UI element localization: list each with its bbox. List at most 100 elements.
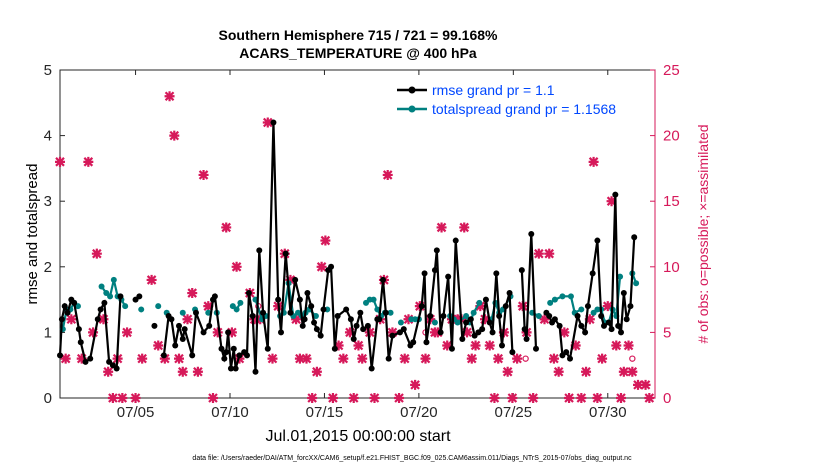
- spread-point: [98, 283, 105, 290]
- obs-assimilated-marker: [618, 366, 629, 377]
- rmse-point: [631, 234, 638, 241]
- obs-assimilated-marker: [387, 327, 398, 338]
- rmse-point: [245, 290, 252, 297]
- obs-assimilated-marker: [588, 156, 599, 167]
- obs-assimilated-marker: [174, 353, 184, 364]
- obs-assimilated-marker: [466, 353, 477, 364]
- rmse-point: [479, 326, 486, 333]
- obs-assimilated-marker: [410, 379, 421, 390]
- rmse-point: [452, 237, 459, 244]
- rmse-point: [343, 306, 350, 313]
- y-tick-label: 0: [44, 390, 52, 407]
- rmse-point: [292, 276, 299, 283]
- rmse-point: [64, 309, 71, 316]
- y2-tick-label: 10: [663, 259, 680, 276]
- rmse-point: [278, 329, 284, 336]
- obs-assimilated-marker: [442, 340, 453, 351]
- obs-assimilated-marker: [489, 393, 500, 403]
- rmse-point: [410, 339, 417, 346]
- obs-assimilated-marker: [602, 301, 613, 312]
- obs-assimilated-marker: [548, 353, 559, 364]
- obs-assimilated-marker: [533, 248, 544, 259]
- rmse-point: [627, 303, 634, 310]
- rmse-point: [467, 316, 474, 323]
- rmse-point: [221, 355, 228, 362]
- obs-assimilated-marker: [301, 353, 312, 364]
- rmse-point: [181, 326, 188, 333]
- obs-assimilated-marker: [76, 353, 87, 364]
- rmse-point: [433, 247, 440, 254]
- obs-assimilated-marker: [644, 393, 655, 403]
- spread-point: [397, 319, 404, 326]
- rmse-point: [331, 345, 338, 352]
- x-axis-label: Jul.01,2015 00:00:00 start: [265, 428, 451, 445]
- obs-assimilated-marker: [640, 379, 651, 390]
- obs-assimilated-marker: [153, 340, 164, 351]
- obs-assimilated-marker: [553, 366, 564, 377]
- obs-assimilated-marker: [475, 301, 486, 312]
- obs-assimilated-marker: [91, 248, 102, 259]
- obs-assimilated-marker: [606, 196, 617, 207]
- obs-assimilated-marker: [103, 366, 114, 377]
- obs-assimilated-marker: [544, 248, 555, 259]
- y2-tick-label: 20: [663, 128, 680, 145]
- spread-point: [387, 309, 394, 316]
- rmse-point: [117, 293, 124, 300]
- obs-assimilated-marker: [559, 327, 570, 338]
- obs-assimilated-marker: [226, 327, 237, 338]
- rmse-point: [493, 270, 500, 277]
- rmse-point: [431, 267, 438, 274]
- obs-assimilated-marker: [146, 274, 157, 285]
- obs-assimilated-marker: [249, 314, 260, 325]
- spread-point: [431, 319, 438, 326]
- y-axis-label: rmse and totalspread: [24, 164, 41, 305]
- rmse-point: [172, 342, 179, 349]
- rmse-point: [528, 231, 535, 237]
- obs-assimilated-marker: [169, 130, 180, 141]
- obs-assimilated-marker: [344, 327, 355, 338]
- obs-assimilated-marker: [164, 91, 175, 102]
- obs-assimilated-marker: [564, 393, 575, 403]
- rmse-point: [601, 322, 607, 329]
- obs-assimilated-marker: [616, 393, 626, 403]
- obs-assimilated-marker: [192, 366, 203, 377]
- spread-point: [370, 296, 377, 303]
- chart-title: Southern Hemisphere 715 / 721 = 99.168%: [219, 27, 499, 43]
- rmse-point: [368, 365, 375, 372]
- rmse-point: [275, 296, 282, 303]
- rmse-point: [445, 273, 452, 280]
- spread-point: [107, 293, 114, 300]
- obs-assimilated-marker: [512, 353, 523, 364]
- spread-point: [237, 299, 244, 306]
- rmse-point: [357, 309, 364, 316]
- rmse-point: [421, 270, 428, 277]
- rmse-point: [230, 345, 237, 352]
- rmse-point: [382, 309, 389, 316]
- rmse-point: [567, 355, 573, 362]
- spread-point: [476, 299, 483, 306]
- y2-tick-label: 5: [663, 324, 671, 341]
- rmse-point: [482, 296, 489, 303]
- rmse-point: [189, 352, 196, 359]
- rmse-point: [380, 276, 386, 283]
- rmse-point: [218, 345, 225, 352]
- rmse-point: [499, 342, 505, 349]
- obs-assimilated-marker: [627, 366, 638, 377]
- obs-assimilated-marker: [382, 169, 393, 180]
- rmse-point: [615, 322, 622, 329]
- spread-point: [179, 309, 186, 316]
- obs-assimilated-marker: [459, 222, 470, 233]
- obs-assimilated-marker: [611, 340, 622, 351]
- rmse-point: [260, 309, 267, 316]
- spread-point: [122, 303, 129, 310]
- rmse-point: [521, 326, 528, 333]
- obs-assimilated-marker: [130, 393, 141, 403]
- obs-assimilated-marker: [88, 327, 99, 338]
- obs-assimilated-marker: [436, 222, 447, 233]
- rmse-point: [605, 319, 612, 326]
- obs-assimilated-marker: [399, 353, 410, 364]
- obs-assimilated-marker: [55, 156, 65, 167]
- rmse-point: [179, 335, 186, 342]
- obs-assimilated-marker: [208, 393, 218, 403]
- rmse-point: [160, 352, 167, 359]
